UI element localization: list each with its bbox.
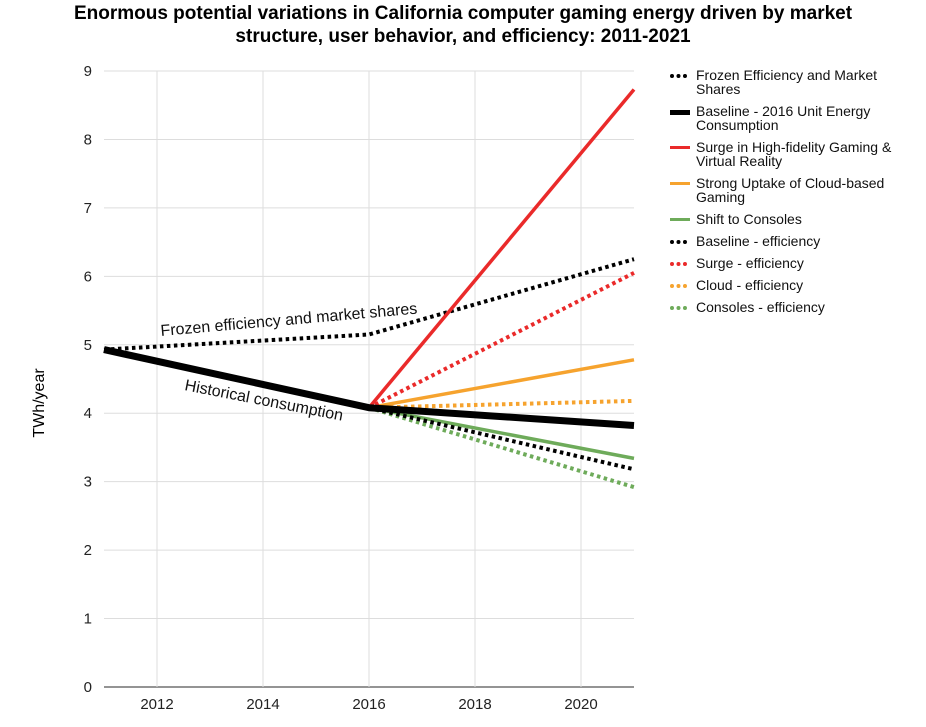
legend-label: Surge - efficiency	[696, 255, 804, 271]
y-tick-label: 7	[84, 200, 92, 217]
legend-swatch	[670, 306, 687, 310]
legend-label: Baseline - efficiency	[696, 233, 821, 249]
series-line-2	[367, 88, 636, 409]
legend-label: Consoles - efficiency	[696, 299, 825, 315]
legend-item: Shift to Consoles	[670, 212, 915, 226]
legend: Frozen Efficiency and Market Shares Basel…	[670, 68, 915, 322]
x-tick-label: 2014	[246, 696, 279, 713]
chart-title-line-2: structure, user behavior, and efficiency…	[235, 26, 691, 47]
legend-swatch	[670, 182, 690, 185]
legend-swatch	[670, 146, 690, 149]
y-tick-label: 8	[84, 131, 92, 148]
legend-swatch	[670, 218, 690, 221]
chart-title: Enormous potential variations in Califor…	[0, 2, 926, 48]
legend-item: Strong Uptake of Cloud-based Gaming	[670, 176, 915, 204]
grid-lines	[104, 70, 634, 688]
legend-swatch	[670, 110, 690, 115]
annotation-frozen-efficiency: Frozen efficiency and market shares	[160, 301, 418, 340]
legend-item: Surge in High-fidelity Gaming & Virtual …	[670, 140, 915, 168]
series-line-3	[368, 358, 635, 410]
legend-swatch	[670, 262, 687, 266]
legend-item: Cloud - efficiency	[670, 278, 915, 292]
legend-label: Frozen Efficiency and Market Shares	[696, 67, 878, 97]
y-tick-label: 5	[84, 337, 92, 354]
series-line-1	[103, 346, 635, 429]
legend-item: Frozen Efficiency and Market Shares	[670, 68, 915, 96]
legend-item: Consoles - efficiency	[670, 300, 915, 314]
legend-item: Surge - efficiency	[670, 256, 915, 270]
series-line-7	[368, 398, 635, 410]
legend-label: Baseline - 2016 Unit Energy Consumption	[696, 103, 871, 133]
legend-label: Cloud - efficiency	[696, 277, 804, 293]
x-tick-label: 2012	[140, 696, 173, 713]
y-tick-label: 6	[84, 268, 92, 285]
series-line-0	[103, 257, 635, 352]
y-axis-ticks: 0 1 2 3 4 5 6 7 8 9	[84, 63, 92, 696]
legend-label: Strong Uptake of Cloud-based Gaming	[696, 175, 885, 205]
y-axis-label: TWh/year	[31, 368, 48, 438]
legend-swatch	[670, 74, 687, 78]
legend-item: Baseline - efficiency	[670, 234, 915, 248]
y-tick-label: 4	[84, 405, 92, 422]
y-tick-label: 1	[84, 611, 92, 628]
x-axis-ticks: 2012 2014 2016 2018 2020	[140, 696, 597, 713]
y-tick-label: 9	[84, 63, 92, 80]
series-lines	[103, 88, 636, 490]
legend-swatch	[670, 284, 687, 288]
legend-item: Baseline - 2016 Unit Energy Consumption	[670, 104, 915, 132]
series-line-6	[368, 271, 635, 410]
legend-label: Surge in High-fidelity Gaming & Virtual …	[696, 139, 892, 169]
y-tick-label: 0	[84, 679, 92, 696]
y-tick-label: 3	[84, 474, 92, 491]
x-tick-label: 2018	[458, 696, 491, 713]
x-tick-label: 2016	[352, 696, 385, 713]
legend-swatch	[670, 240, 687, 244]
series-line-5	[368, 405, 635, 472]
x-tick-label: 2020	[564, 696, 597, 713]
chart-title-line-1: Enormous potential variations in Califor…	[73, 3, 853, 24]
y-tick-label: 2	[84, 542, 92, 559]
legend-label: Shift to Consoles	[696, 211, 802, 227]
